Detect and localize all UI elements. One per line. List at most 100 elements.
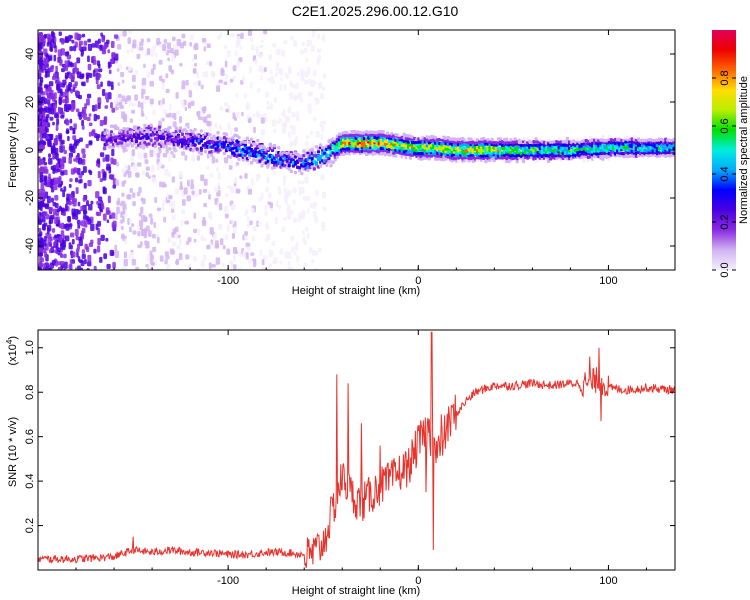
heatmap-noise-cell bbox=[179, 185, 184, 191]
heatmap-noise-cell bbox=[38, 266, 42, 270]
heatmap-noise-cell bbox=[320, 92, 325, 100]
heatmap-noise-cell bbox=[161, 82, 166, 90]
heatmap-noise-cell bbox=[311, 30, 316, 38]
heatmap-noise-cell bbox=[70, 244, 73, 250]
heatmap-ridge-cell bbox=[509, 138, 513, 142]
heatmap-noise-cell bbox=[82, 197, 86, 202]
heatmap-noise-cell bbox=[46, 135, 50, 140]
heatmap-noise-cell bbox=[140, 38, 144, 43]
heatmap-noise-cell bbox=[81, 81, 84, 86]
heatmap-noise-cell bbox=[81, 158, 86, 166]
heatmap-noise-cell bbox=[235, 161, 240, 166]
heatmap-noise-cell bbox=[81, 124, 85, 130]
heatmap-ridge-cell bbox=[515, 159, 519, 164]
heatmap-noise-cell bbox=[275, 200, 279, 208]
heatmap-noise-cell bbox=[276, 48, 281, 56]
heatmap-noise-cell bbox=[318, 82, 322, 88]
heatmap-noise-cell bbox=[306, 67, 311, 72]
heatmap-noise-cell bbox=[135, 266, 140, 270]
heatmap-noise-cell bbox=[132, 201, 136, 207]
heatmap-noise-cell bbox=[42, 212, 47, 217]
heatmap-noise-cell bbox=[61, 156, 67, 161]
heatmap-noise-cell bbox=[39, 79, 43, 86]
heatmap-noise-cell bbox=[71, 251, 76, 258]
heatmap-noise-cell bbox=[109, 58, 115, 64]
heatmap-noise-cell bbox=[263, 30, 268, 35]
heatmap-noise-cell bbox=[321, 125, 325, 132]
heatmap-noise-cell bbox=[224, 60, 228, 68]
heatmap-noise-cell bbox=[309, 130, 314, 135]
heatmap-noise-cell bbox=[75, 187, 79, 195]
heatmap-noise-cell bbox=[128, 100, 132, 107]
heatmap-ridge-cell bbox=[601, 135, 605, 139]
heatmap-noise-cell bbox=[285, 192, 289, 199]
heatmap-noise-cell bbox=[172, 154, 176, 159]
heatmap-noise-cell bbox=[99, 256, 103, 263]
heatmap-noise-cell bbox=[58, 134, 62, 142]
heatmap-noise-cell bbox=[38, 42, 43, 49]
heatmap-noise-cell bbox=[291, 84, 296, 89]
heatmap-noise-cell bbox=[288, 67, 292, 75]
heatmap-noise-cell bbox=[206, 61, 210, 66]
heatmap-noise-cell bbox=[81, 227, 86, 234]
heatmap-noise-cell bbox=[150, 68, 155, 75]
heatmap-noise-cell bbox=[180, 100, 185, 106]
heatmap-noise-cell bbox=[97, 63, 101, 69]
heatmap-noise-cell bbox=[224, 213, 229, 219]
heatmap-noise-cell bbox=[74, 32, 79, 40]
heatmap-noise-cell bbox=[301, 230, 305, 236]
heatmap-noise-cell bbox=[76, 243, 80, 250]
heatmap-noise-cell bbox=[238, 57, 243, 63]
heatmap-noise-cell bbox=[123, 251, 128, 259]
heatmap-noise-cell bbox=[61, 83, 65, 88]
heatmap-noise-cell bbox=[89, 170, 93, 176]
heatmap-noise-cell bbox=[39, 107, 43, 113]
heatmap-ridge-cell bbox=[105, 129, 109, 133]
heatmap-noise-cell bbox=[246, 223, 251, 228]
heatmap-noise-cell bbox=[70, 35, 73, 39]
heatmap-noise-cell bbox=[116, 44, 122, 50]
heatmap-noise-cell bbox=[48, 81, 54, 87]
heatmap-noise-cell bbox=[264, 205, 268, 211]
heatmap-noise-cell bbox=[56, 83, 61, 90]
heatmap-noise-cell bbox=[149, 149, 154, 158]
heatmap-noise-cell bbox=[312, 204, 316, 210]
heatmap-noise-cell bbox=[317, 33, 320, 40]
heatmap-noise-cell bbox=[38, 247, 43, 253]
heatmap-noise-cell bbox=[300, 49, 305, 55]
heatmap-noise-cell bbox=[265, 187, 269, 193]
heatmap-noise-cell bbox=[293, 251, 297, 256]
heatmap-noise-cell bbox=[75, 235, 79, 241]
heatmap-noise-cell bbox=[84, 220, 88, 228]
heatmap-ridge-cell bbox=[318, 143, 323, 147]
heatmap-noise-cell bbox=[141, 112, 145, 117]
heatmap-noise-cell bbox=[294, 82, 299, 89]
heatmap-noise-cell bbox=[110, 174, 115, 180]
heatmap-noise-cell bbox=[62, 145, 66, 152]
heatmap-noise-cell bbox=[310, 45, 315, 52]
heatmap-noise-cell bbox=[113, 34, 119, 39]
heatmap-noise-cell bbox=[91, 130, 96, 137]
heatmap-noise-cell bbox=[86, 200, 89, 207]
heatmap-noise-cell bbox=[134, 69, 139, 76]
heatmap-noise-cell bbox=[59, 260, 65, 265]
heatmap-noise-cell bbox=[286, 115, 290, 124]
heatmap-noise-cell bbox=[143, 63, 146, 69]
heatmap-noise-cell bbox=[146, 254, 151, 262]
heatmap-noise-cell bbox=[105, 237, 109, 242]
heatmap-noise-cell bbox=[54, 216, 59, 225]
heatmap-noise-cell bbox=[138, 220, 144, 227]
heatmap-noise-cell bbox=[306, 196, 311, 202]
heatmap-noise-cell bbox=[105, 207, 110, 215]
heatmap-noise-cell bbox=[51, 259, 56, 266]
heatmap-noise-cell bbox=[152, 63, 156, 71]
heatmap-noise-cell bbox=[144, 227, 148, 234]
heatmap-noise-cell bbox=[186, 241, 190, 245]
heatmap-noise-cell bbox=[139, 225, 144, 231]
heatmap-noise-cell bbox=[245, 208, 249, 214]
heatmap-ridge-cell bbox=[168, 126, 172, 130]
heatmap-noise-cell bbox=[314, 268, 319, 270]
heatmap-noise-cell bbox=[78, 173, 83, 179]
heatmap-noise-cell bbox=[291, 125, 296, 130]
heatmap-noise-cell bbox=[131, 109, 136, 114]
